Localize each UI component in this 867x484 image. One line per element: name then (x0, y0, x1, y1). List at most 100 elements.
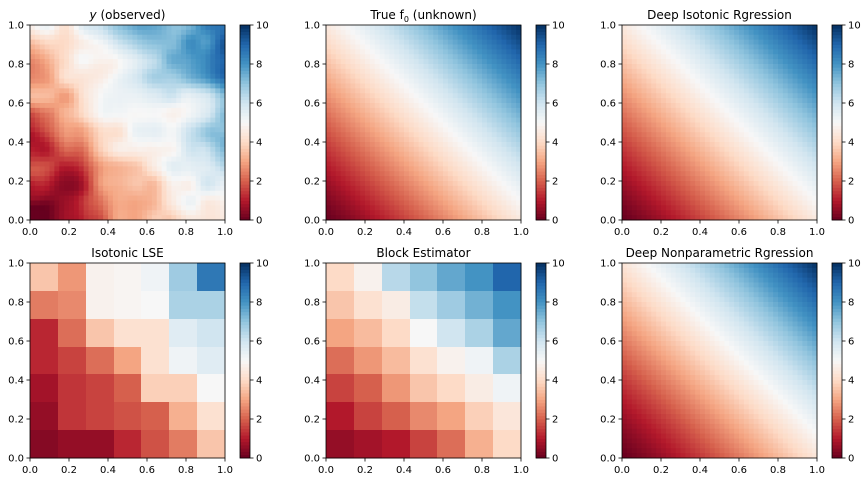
heatmap-cell (626, 176, 633, 182)
heatmap-cell (374, 83, 381, 89)
heatmap-cell (700, 122, 706, 128)
heatmap-cell (665, 25, 672, 31)
heatmap-cell (690, 44, 696, 50)
heatmap-cell (651, 166, 657, 172)
heatmap-cell (112, 98, 119, 104)
heatmap-cell (797, 190, 803, 197)
heatmap-cell (482, 98, 488, 104)
colorbar-segment (240, 194, 250, 198)
heatmap-cell (447, 54, 454, 60)
heatmap-cell (797, 176, 803, 182)
heatmap-cell (773, 78, 779, 84)
heatmap-cell (802, 78, 808, 84)
heatmap-cell (496, 39, 502, 45)
heatmap-cell (787, 49, 794, 55)
heatmap-cell (49, 122, 55, 128)
heatmap-cell (496, 34, 502, 41)
x-tick-label: 0.6 (139, 227, 155, 238)
heatmap-cell (622, 117, 628, 123)
heatmap-cell (408, 185, 415, 192)
heatmap-cell (326, 34, 332, 41)
heatmap-cell (374, 54, 381, 60)
heatmap-cell (714, 190, 720, 197)
heatmap-cell (739, 215, 745, 221)
heatmap-cell (467, 185, 473, 192)
heatmap-cell (670, 195, 677, 201)
heatmap-cell (690, 171, 696, 177)
heatmap-cell (700, 34, 706, 41)
heatmap-cell (93, 161, 99, 167)
heatmap-cell (709, 88, 716, 94)
heatmap-cell (88, 132, 94, 138)
heatmap-cell (108, 29, 114, 36)
heatmap-cell (166, 117, 172, 123)
heatmap-cell (758, 142, 764, 148)
heatmap-cell (631, 29, 638, 36)
heatmap-cell (122, 127, 128, 133)
heatmap-cell (345, 190, 351, 197)
heatmap-cell (88, 181, 94, 187)
heatmap-cell (778, 25, 784, 31)
heatmap-cell (433, 107, 439, 114)
heatmap-cell (156, 39, 163, 45)
heatmap-cell (122, 25, 128, 31)
heatmap-cell (651, 146, 657, 153)
heatmap-cell (782, 205, 789, 211)
heatmap-cell (394, 215, 400, 221)
heatmap-cell (340, 151, 346, 158)
heatmap-cell (127, 127, 133, 133)
heatmap-cell (205, 49, 211, 55)
heatmap-cell (787, 83, 794, 89)
heatmap-cell (675, 156, 681, 162)
heatmap-cell (433, 39, 439, 45)
heatmap-cell (350, 151, 356, 158)
heatmap-cell (656, 44, 662, 50)
heatmap-cell (748, 25, 755, 31)
heatmap-cell (98, 117, 104, 123)
heatmap-cell (49, 195, 55, 201)
heatmap-cell (44, 64, 50, 70)
heatmap-cell (151, 103, 158, 109)
heatmap-cell (433, 88, 439, 94)
heatmap-cell (753, 185, 759, 192)
heatmap-cell (389, 88, 395, 94)
heatmap-cell (462, 83, 468, 89)
heatmap-cell (661, 142, 667, 148)
heatmap-cell (447, 122, 454, 128)
heatmap-cell (423, 161, 429, 167)
heatmap-cell (506, 64, 512, 70)
heatmap-cell (443, 210, 449, 216)
heatmap-cell (797, 107, 803, 114)
heatmap-cell (326, 59, 332, 65)
heatmap-cell (186, 190, 192, 197)
colorbar-segment (536, 122, 546, 127)
heatmap-cell (93, 181, 99, 187)
heatmap-cell (787, 137, 794, 143)
heatmap-cell (151, 181, 158, 187)
heatmap-cell (88, 107, 94, 114)
heatmap-cell (622, 137, 628, 143)
heatmap-cell (812, 73, 818, 80)
heatmap-cell (680, 107, 686, 114)
heatmap-cell (335, 78, 342, 84)
heatmap-cell (491, 93, 498, 99)
heatmap-cell (748, 166, 755, 172)
heatmap-cell (626, 146, 633, 153)
heatmap-cell (335, 25, 342, 31)
heatmap-cell (34, 190, 41, 197)
heatmap-cell (758, 59, 764, 65)
heatmap-cell (142, 190, 148, 197)
heatmap-cell (350, 93, 356, 99)
heatmap-cell (44, 98, 50, 104)
heatmap-cell (205, 103, 211, 109)
heatmap-cell (501, 146, 507, 153)
heatmap-cell (807, 127, 813, 133)
heatmap-cell (729, 98, 735, 104)
heatmap-cell (108, 161, 114, 167)
heatmap-cell (215, 59, 221, 65)
heatmap-cell (108, 166, 114, 172)
heatmap-cell (374, 44, 381, 50)
heatmap-cell (355, 215, 361, 221)
colorbar-segment (240, 151, 250, 156)
heatmap-cell (340, 185, 346, 192)
